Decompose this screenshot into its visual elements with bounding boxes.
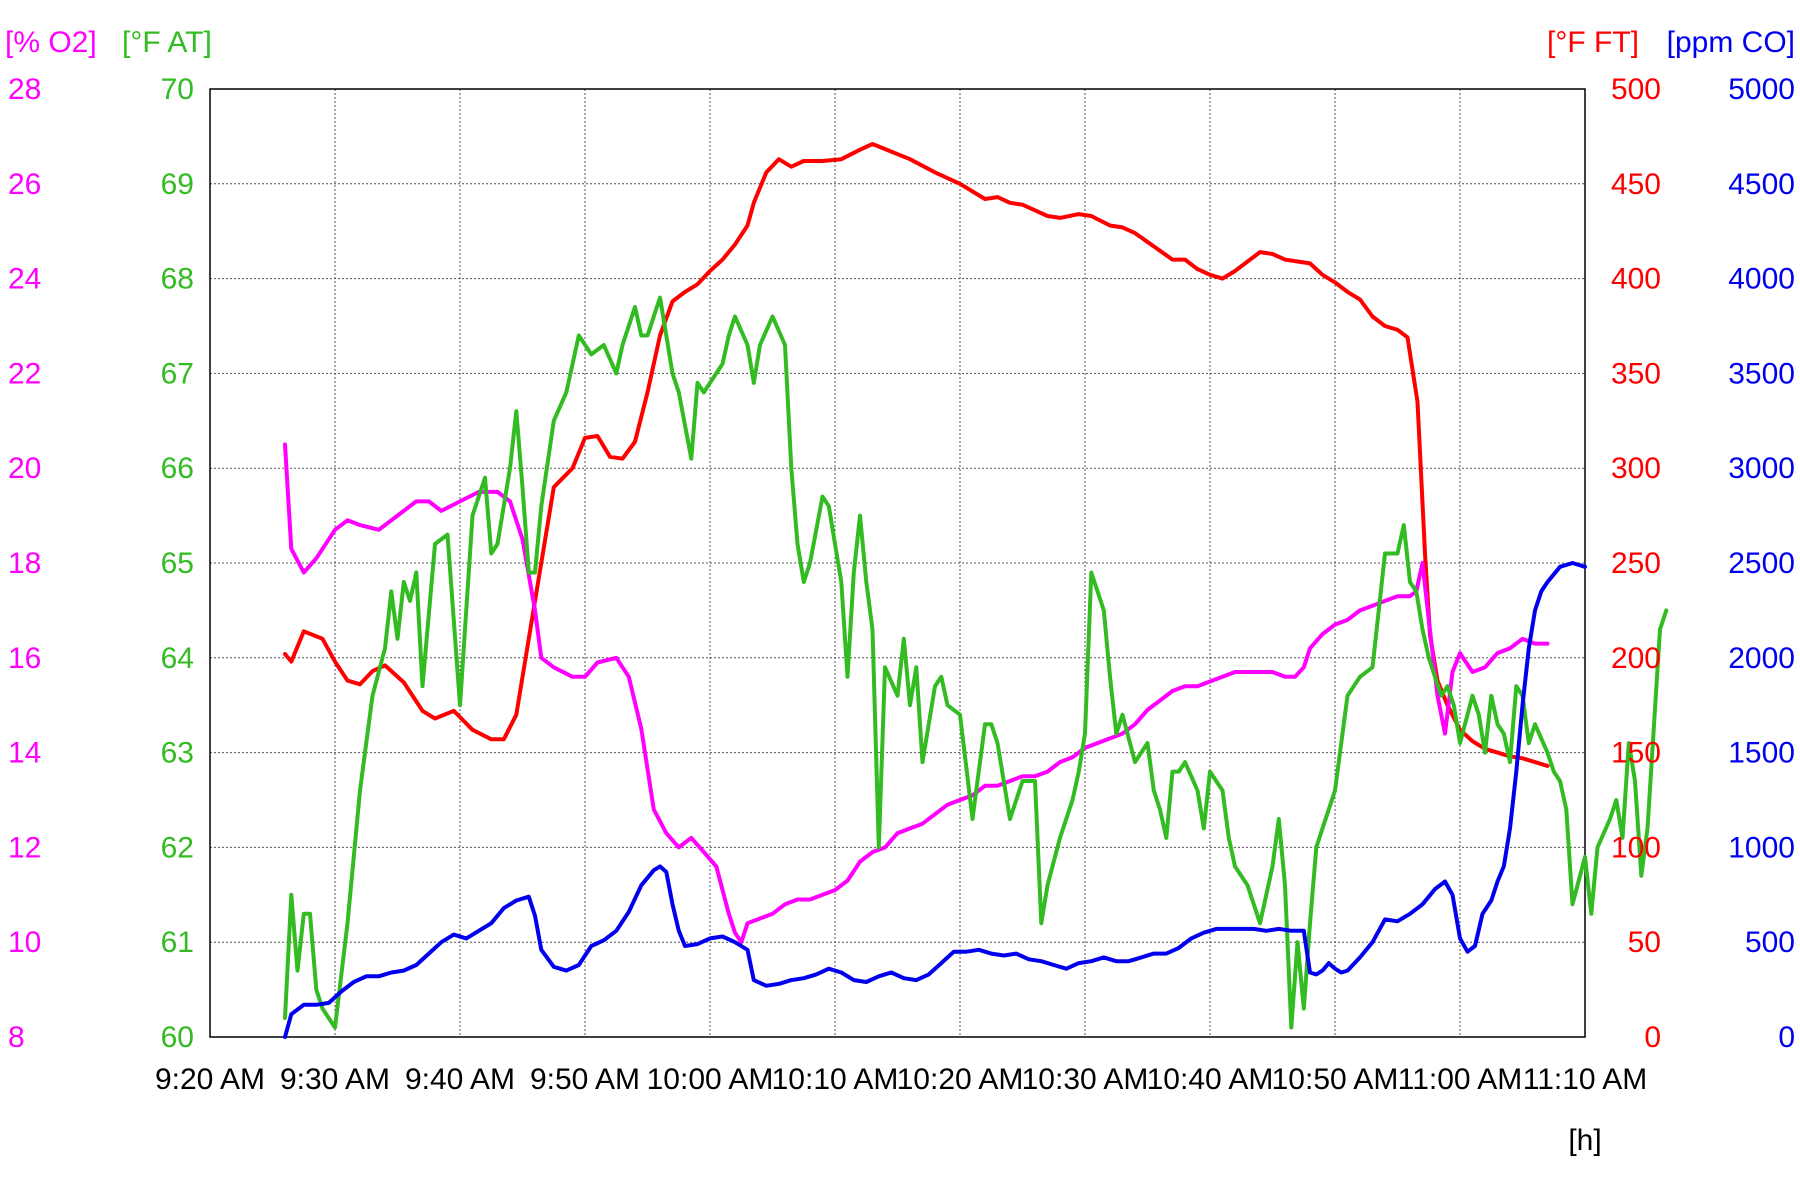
- y-tick-co: 500: [1745, 926, 1795, 959]
- y-tick-co: 4000: [1728, 263, 1795, 296]
- series-layer: [283, 142, 1669, 1039]
- y-tick-co: 2000: [1728, 642, 1795, 675]
- y-tick-o2: 10: [8, 926, 41, 959]
- y-tick-o2: 24: [8, 263, 41, 296]
- y-tick-at: 69: [161, 168, 194, 201]
- y-tick-ft: 350: [1611, 357, 1661, 390]
- y-tick-at: 65: [161, 547, 194, 580]
- y-tick-ft: 200: [1611, 642, 1661, 675]
- y-tick-ft: 250: [1611, 547, 1661, 580]
- y-tick-at: 63: [161, 737, 194, 770]
- y-tick-ft: 400: [1611, 263, 1661, 296]
- series-line-ft: [283, 142, 1550, 768]
- y-tick-ft: 50: [1628, 926, 1661, 959]
- y-tick-co: 1000: [1728, 831, 1795, 864]
- axis-header-ft: [°F FT]: [1547, 26, 1639, 59]
- y-tick-at: 66: [161, 452, 194, 485]
- y-tick-o2: 16: [8, 642, 41, 675]
- y-tick-ft: 450: [1611, 168, 1661, 201]
- labels-layer: 9:20 AM 9:30 AM 9:40 AM 9:50 AM 10:00 AM10:1…: [5, 26, 1795, 1157]
- series-line-o2: [283, 442, 1550, 945]
- x-tick-label: 9:30 AM: [280, 1063, 390, 1096]
- x-tick-label: 9:40 AM: [405, 1063, 515, 1096]
- y-tick-ft: 300: [1611, 452, 1661, 485]
- y-tick-o2: 28: [8, 73, 41, 106]
- y-tick-co: 4500: [1728, 168, 1795, 201]
- y-tick-co: 3000: [1728, 452, 1795, 485]
- y-tick-o2: 26: [8, 168, 41, 201]
- y-tick-o2: 12: [8, 831, 41, 864]
- y-tick-o2: 14: [8, 737, 41, 770]
- axis-header-co: [ppm CO]: [1667, 26, 1795, 59]
- y-tick-co: 1500: [1728, 737, 1795, 770]
- series-line-co: [283, 561, 1587, 1039]
- x-tick-label: 10:00 AM: [647, 1063, 774, 1096]
- y-tick-co: 2500: [1728, 547, 1795, 580]
- y-tick-ft: 0: [1644, 1021, 1661, 1054]
- y-tick-at: 70: [161, 73, 194, 106]
- y-tick-at: 62: [161, 831, 194, 864]
- x-tick-label: 10:50 AM: [1272, 1063, 1399, 1096]
- plot-frame: [209, 88, 1586, 1038]
- axis-header-at: [°F AT]: [122, 26, 212, 59]
- x-tick-label: 10:10 AM: [772, 1063, 899, 1096]
- y-tick-co: 3500: [1728, 357, 1795, 390]
- y-tick-ft: 500: [1611, 73, 1661, 106]
- grid: [210, 89, 1585, 1037]
- y-tick-at: 67: [161, 357, 194, 390]
- series-line-at: [283, 295, 1669, 1030]
- y-tick-ft: 100: [1611, 831, 1661, 864]
- y-tick-co: 5000: [1728, 73, 1795, 106]
- y-tick-co: 0: [1778, 1021, 1795, 1054]
- y-tick-at: 68: [161, 263, 194, 296]
- x-tick-label: 9:50 AM: [530, 1063, 640, 1096]
- axis-header-o2: [% O2]: [5, 26, 97, 59]
- x-tick-label: 11:00 AM: [1398, 1063, 1523, 1096]
- x-tick-label: 9:20 AM: [155, 1063, 265, 1096]
- x-tick-label: 11:10 AM: [1523, 1063, 1648, 1096]
- y-tick-at: 61: [161, 926, 194, 959]
- y-tick-o2: 8: [8, 1021, 25, 1054]
- y-tick-o2: 18: [8, 547, 41, 580]
- y-tick-at: 60: [161, 1021, 194, 1054]
- x-tick-label: 10:40 AM: [1147, 1063, 1274, 1096]
- x-tick-label: 10:20 AM: [897, 1063, 1024, 1096]
- y-tick-o2: 22: [8, 357, 41, 390]
- y-tick-ft: 150: [1611, 737, 1661, 770]
- x-tick-label: 10:30 AM: [1022, 1063, 1149, 1096]
- y-tick-o2: 20: [8, 452, 41, 485]
- y-tick-at: 64: [161, 642, 194, 675]
- x-axis-label: [h]: [1568, 1124, 1601, 1157]
